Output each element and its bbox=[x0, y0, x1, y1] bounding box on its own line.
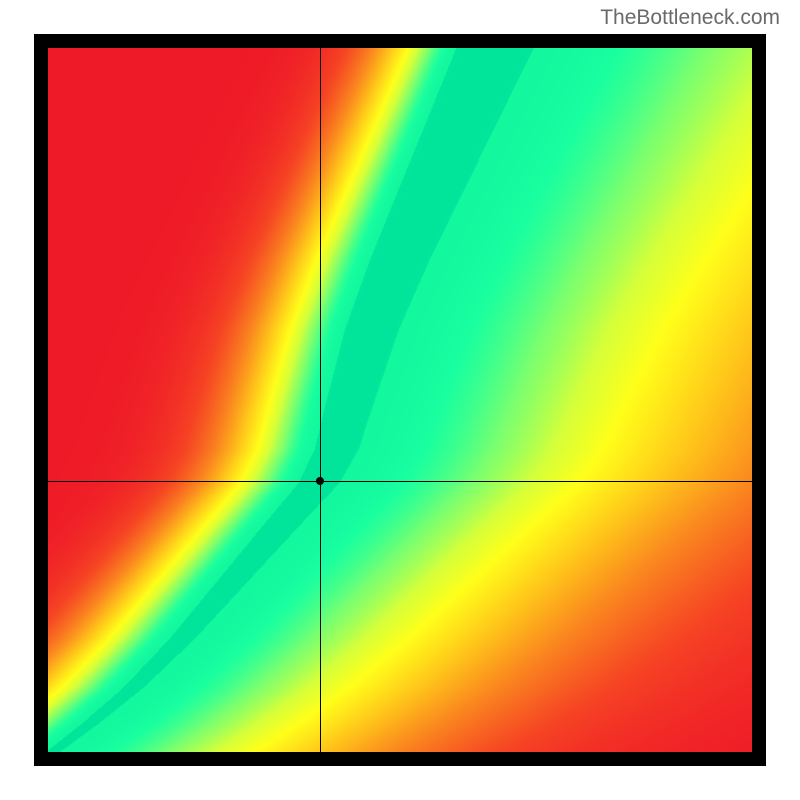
crosshair-horizontal bbox=[48, 481, 752, 482]
heatmap-canvas bbox=[48, 48, 752, 752]
watermark-text: TheBottleneck.com bbox=[600, 6, 780, 30]
chart-frame bbox=[34, 34, 766, 766]
crosshair-vertical bbox=[320, 48, 321, 752]
plot-area bbox=[48, 48, 752, 752]
marker-dot bbox=[316, 477, 324, 485]
